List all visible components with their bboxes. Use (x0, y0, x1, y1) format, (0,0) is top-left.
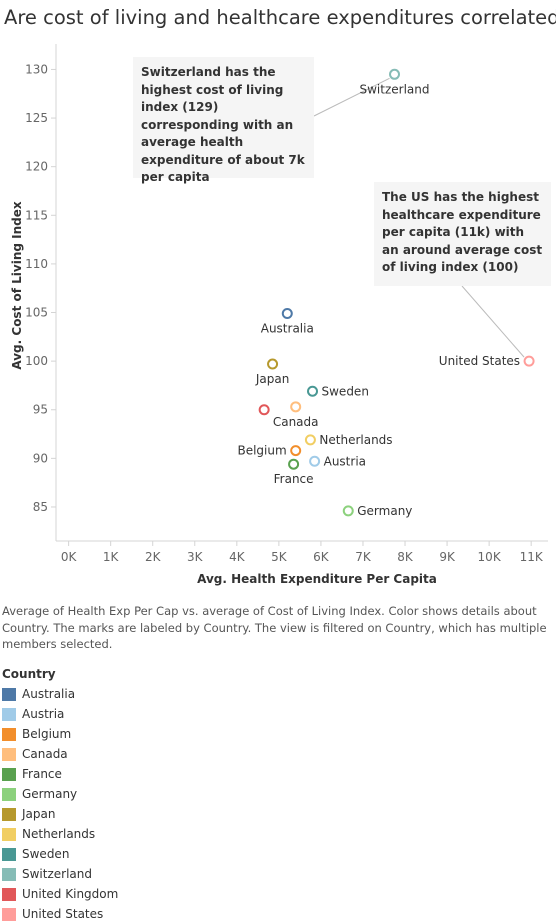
legend-label: Sweden (22, 847, 70, 861)
y-tick-label: 125 (25, 111, 48, 125)
y-tick-label: 105 (25, 306, 48, 320)
x-tick-label: 9K (439, 550, 456, 564)
x-tick-label: 0K (61, 550, 78, 564)
legend-swatch (2, 747, 16, 761)
point-japan (267, 358, 279, 370)
legend-swatch (2, 867, 16, 881)
legend-swatch (2, 847, 16, 861)
leader-line-switzerland (313, 77, 390, 117)
x-tick-label: 8K (397, 550, 414, 564)
label-sweden: Sweden (322, 384, 369, 398)
point-netherlands (304, 434, 316, 446)
label-switzerland: Switzerland (360, 82, 430, 96)
x-tick-label: 5K (271, 550, 288, 564)
legend-swatch (2, 727, 16, 741)
legend-swatch (2, 887, 16, 901)
label-japan: Japan (255, 372, 289, 386)
x-tick-label: 6K (313, 550, 330, 564)
x-tick-label: 4K (229, 550, 246, 564)
point-belgium (290, 445, 302, 457)
legend-item[interactable]: United States (2, 904, 118, 924)
legend-label: United States (22, 907, 104, 921)
legend-item[interactable]: Switzerland (2, 864, 118, 884)
leader-line-united-states (461, 285, 525, 358)
legend-label: Belgium (22, 727, 72, 741)
point-united-kingdom (258, 404, 270, 416)
legend-item[interactable]: Australia (2, 684, 118, 704)
y-tick-label: 115 (25, 208, 48, 222)
legend-label: Austria (22, 707, 65, 721)
legend-label: United Kingdom (22, 887, 119, 901)
x-tick-label: 10K (478, 550, 502, 564)
legend-item[interactable]: Germany (2, 784, 118, 804)
legend-label: Germany (22, 787, 78, 801)
y-tick-label: 110 (25, 257, 48, 271)
chart-caption: Average of Health Exp Per Cap vs. averag… (2, 604, 547, 651)
legend-item[interactable]: Japan (2, 804, 118, 824)
label-united-states: United States (439, 354, 520, 368)
y-tick-label: 100 (25, 354, 48, 368)
y-tick-label: 85 (33, 500, 48, 514)
point-switzerland (389, 68, 401, 80)
x-tick-label: 11K (520, 550, 544, 564)
y-tick-label: 120 (25, 160, 48, 174)
scatter-plot: 85 90 95 100 105 110 115 120 125 130 0K 1K 2K 3K 4K 5K 6… (10, 44, 548, 586)
label-netherlands: Netherlands (319, 433, 392, 447)
label-australia: Australia (261, 321, 314, 335)
legend-swatch (2, 907, 16, 921)
x-tick-label: 7K (355, 550, 372, 564)
annotation-united-states: The US has the highest healthcare expend… (374, 182, 551, 286)
legend-label: Netherlands (22, 827, 96, 841)
point-austria (309, 455, 321, 467)
legend-item[interactable]: Netherlands (2, 824, 118, 844)
x-tick-label: 3K (187, 550, 204, 564)
point-germany (342, 505, 354, 517)
point-canada (290, 401, 302, 413)
legend-label: Australia (22, 687, 76, 701)
label-canada: Canada (273, 415, 319, 429)
point-united-states (523, 355, 535, 367)
plot-marks (258, 68, 535, 517)
label-belgium: Belgium (237, 444, 286, 458)
annotation-switzerland: Switzerland has the highest cost of livi… (133, 57, 314, 184)
y-tick-label: 95 (33, 403, 48, 417)
legend-swatch (2, 707, 16, 721)
legend-swatch (2, 787, 16, 801)
legend-label: Switzerland (22, 867, 92, 881)
x-axis-title: Avg. Health Expenditure Per Capita (197, 572, 437, 586)
legend-label: Canada (22, 747, 68, 761)
chart-title: Are cost of living and healthcare expend… (4, 6, 556, 29)
legend: Australia Austria Belgium Canada France Germa… (2, 684, 118, 924)
label-austria: Austria (324, 454, 366, 468)
legend-label: France (22, 767, 62, 781)
label-france: France (274, 472, 314, 486)
point-labels: Australia Austria Belgium Canada France Germa… (237, 82, 520, 518)
x-tick-label: 2K (145, 550, 162, 564)
legend-swatch (2, 807, 16, 821)
legend-item[interactable]: Sweden (2, 844, 118, 864)
y-axis-title: Avg. Cost of Living Index (10, 201, 24, 370)
annotation-leaders (313, 77, 525, 358)
legend-label: Japan (22, 807, 56, 821)
legend-item[interactable]: Belgium (2, 724, 118, 744)
legend-item[interactable]: United Kingdom (2, 884, 118, 904)
legend-item[interactable]: Austria (2, 704, 118, 724)
point-australia (281, 307, 293, 319)
y-tick-label: 130 (25, 62, 48, 76)
label-germany: Germany (357, 504, 412, 518)
legend-title: Country (2, 667, 56, 681)
legend-swatch (2, 827, 16, 841)
point-sweden (307, 385, 319, 397)
legend-swatch (2, 767, 16, 781)
y-tick-label: 90 (33, 451, 48, 465)
legend-item[interactable]: Canada (2, 744, 118, 764)
legend-item[interactable]: France (2, 764, 118, 784)
point-france (288, 458, 300, 470)
x-tick-label: 1K (103, 550, 120, 564)
legend-swatch (2, 687, 16, 701)
axes: 85 90 95 100 105 110 115 120 125 130 0K 1K 2K 3K 4K 5K 6… (10, 44, 548, 586)
